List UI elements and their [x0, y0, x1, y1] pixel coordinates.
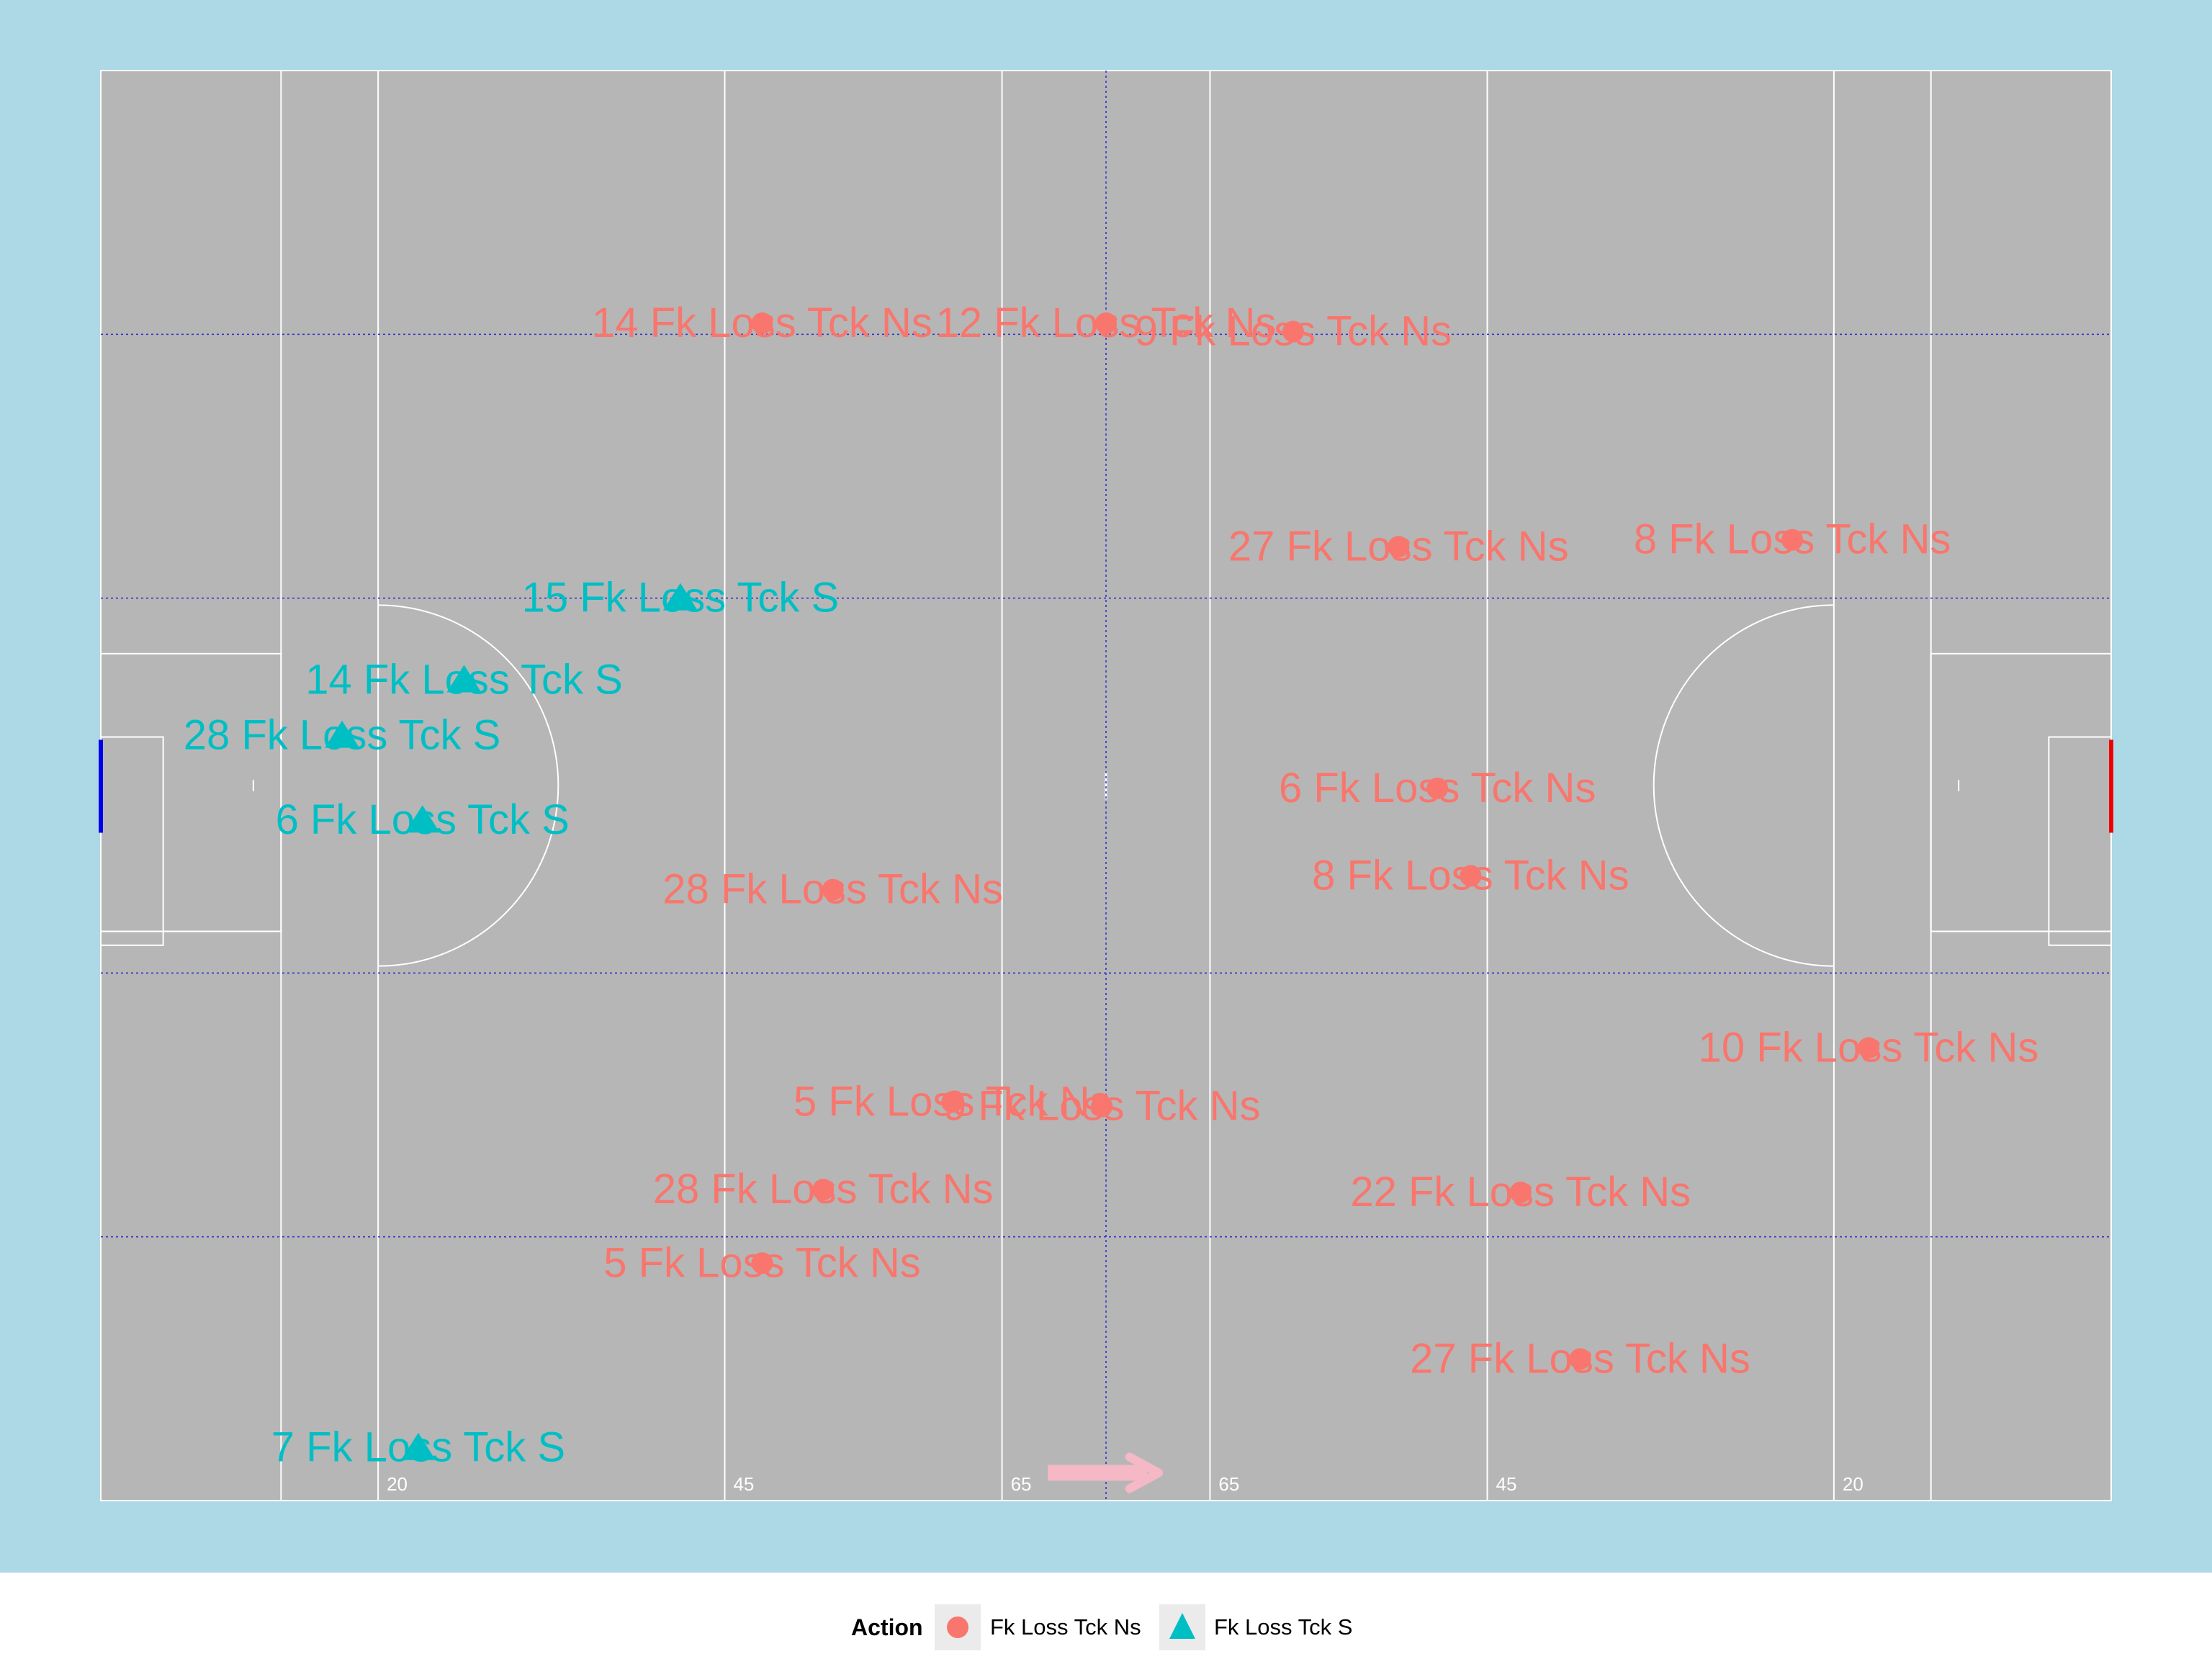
legend-label-s: Fk Loss Tck S [1214, 1614, 1353, 1640]
pitch-chart: 20 45 65 65 45 20 14 Fk Loss Tck Ns 12 Fk Loss… [99, 70, 2113, 1501]
point-label: 28 Fk Loss Tck Ns [653, 1166, 994, 1213]
legend-label-ns: Fk Loss Tck Ns [990, 1614, 1141, 1640]
point-triangle [662, 583, 698, 611]
pitch-line-label: 65 [1011, 1473, 1032, 1495]
data-labels: 14 Fk Loss Tck Ns 12 Fk Loss Tck Ns9 Fk L… [184, 300, 2039, 1471]
point-label: 8 Fk Loss Tck Ns [1312, 852, 1629, 899]
legend-key-triangle [1159, 1604, 1205, 1650]
point-label: 5 Fk Loss Tck Ns [603, 1239, 921, 1286]
point-label: 8 Fk Loss Tck Ns [1634, 516, 1951, 563]
pitch-line-label: 20 [387, 1473, 408, 1495]
legend-title: Action [851, 1614, 923, 1640]
point-circle [1569, 1348, 1591, 1370]
pitch-line-label: 20 [1843, 1473, 1863, 1495]
legend-triangle-marker [1169, 1613, 1195, 1639]
point-circle [1388, 536, 1410, 558]
point-circle [1858, 1037, 1880, 1059]
point-label: 28 Fk Loss Tck Ns [662, 866, 1003, 913]
legend-circle-marker [947, 1617, 968, 1638]
pitch-line-label: 65 [1218, 1473, 1239, 1495]
data-marks [325, 312, 1880, 1460]
point-label: 15 Fk Loss Tck S [522, 575, 840, 621]
point-label: 7 Fk Loss Tck S [271, 1424, 565, 1471]
point-label: 6 Fk Loss Tck S [276, 796, 570, 843]
pitch-line-label: 45 [1496, 1473, 1517, 1495]
arc-left [378, 604, 559, 967]
point-circle [822, 878, 844, 901]
point-circle [1781, 529, 1804, 551]
point-circle [1509, 1181, 1532, 1203]
point-label: 14 Fk Loss Tck S [305, 656, 623, 703]
legend: Action Fk Loss Tck Ns Fk Loss Tck S [0, 1603, 2212, 1653]
point-label: 12 Fk Loss Tck Ns [936, 300, 1277, 346]
point-circle [1091, 1095, 1113, 1118]
point-circle [1095, 312, 1117, 334]
point-triangle [405, 805, 440, 833]
pitch-markings: 20 45 65 65 45 20 [99, 70, 2113, 1501]
point-label: 5 Fk Loss Tck Ns [793, 1079, 1111, 1125]
point-label: 6 Fk Loss Tck Ns [1279, 765, 1596, 811]
point-label: 27 Fk Loss Tck Ns [1228, 523, 1569, 570]
point-circle [1426, 777, 1449, 799]
legend-key-circle [935, 1604, 981, 1650]
point-triangle [400, 1432, 436, 1460]
point-label: 27 Fk Loss Tck Ns [1410, 1335, 1750, 1382]
point-label: 9 Fk Loss Tck Ns [943, 1082, 1261, 1129]
point-label: 28 Fk Loss Tck S [184, 712, 501, 759]
point-circle [1282, 320, 1304, 343]
point-circle [1460, 865, 1482, 887]
point-triangle [446, 665, 482, 693]
arc-right [1653, 604, 1834, 967]
point-circle [812, 1179, 835, 1201]
point-label: 14 Fk Loss Tck Ns [592, 300, 932, 346]
pitch-line-label: 45 [733, 1473, 754, 1495]
point-circle [751, 312, 773, 334]
point-label: 9 Fk Loss Tck Ns [1135, 307, 1452, 354]
direction-arrow-head [1125, 1452, 1164, 1493]
point-label: 22 Fk Loss Tck Ns [1350, 1169, 1691, 1215]
point-label: 10 Fk Loss Tck Ns [1699, 1024, 2039, 1071]
point-circle [751, 1252, 773, 1274]
point-circle [941, 1091, 963, 1113]
point-triangle [325, 720, 360, 748]
